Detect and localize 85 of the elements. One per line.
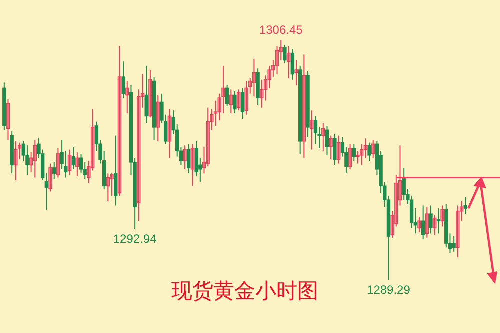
candlestick	[225, 84, 230, 107]
candlestick	[418, 216, 422, 233]
candlestick	[144, 65, 148, 124]
candlestick	[290, 48, 294, 80]
candlestick	[248, 78, 252, 94]
candlestick	[168, 108, 172, 159]
candlestick	[6, 98, 10, 140]
text: 现货黄金小时图	[172, 279, 318, 303]
candlestick	[456, 205, 460, 258]
candlestick	[218, 93, 222, 121]
candlestick	[229, 89, 233, 114]
candlestick	[29, 152, 34, 173]
candlestick	[114, 135, 118, 206]
candlestick	[336, 135, 341, 164]
candlestick	[425, 206, 430, 238]
candlestick	[272, 60, 276, 78]
candlestick	[322, 122, 326, 152]
candlestick	[356, 150, 360, 164]
candlestick	[329, 135, 333, 160]
candlestick	[372, 140, 376, 159]
candlestick	[156, 94, 160, 142]
candlestick	[33, 140, 37, 178]
candlestick	[137, 89, 141, 222]
candlestick	[283, 44, 287, 64]
candlestick	[148, 70, 152, 118]
candlestick	[87, 160, 91, 184]
candlestick	[310, 110, 314, 150]
candlestick	[90, 108, 95, 172]
candlestick	[233, 90, 237, 114]
candlestick	[110, 173, 114, 196]
candlestick	[183, 145, 187, 170]
candlestick	[122, 61, 126, 99]
candlestick	[302, 54, 306, 159]
candlestick	[187, 144, 191, 174]
candlestick	[48, 163, 52, 192]
candlestick	[244, 80, 248, 116]
candlestick	[76, 152, 80, 177]
candlestick	[56, 148, 60, 178]
candlestick	[210, 108, 214, 131]
candlestick	[72, 146, 76, 170]
candlestick	[26, 145, 30, 176]
candlestick	[368, 142, 372, 162]
candlestick	[314, 116, 318, 145]
candlestick	[279, 40, 283, 61]
candlestick	[264, 75, 268, 102]
candlestick	[275, 46, 280, 75]
candlestick	[206, 107, 210, 168]
candlestick	[268, 65, 272, 89]
candlestick	[252, 58, 256, 98]
candlestick	[18, 142, 22, 160]
candlestick	[52, 162, 56, 180]
candlestick	[421, 205, 426, 240]
candlestick	[68, 149, 72, 176]
candlestick	[460, 201, 464, 222]
candlestick	[202, 146, 206, 174]
candlestick	[436, 208, 441, 234]
candlestick	[106, 173, 110, 202]
candlestick	[260, 79, 264, 108]
candlestick	[294, 60, 298, 86]
candlestick	[364, 138, 368, 159]
annotation: 1292.94	[113, 232, 158, 246]
annotation: 1306.45	[259, 23, 304, 37]
candlestick	[360, 144, 364, 166]
candlestick	[118, 46, 122, 196]
candlestick	[190, 144, 195, 187]
candlestick	[402, 167, 406, 201]
candlestick	[14, 140, 18, 182]
candlestick	[429, 205, 433, 234]
candlestick	[464, 196, 468, 215]
candlestick	[140, 74, 145, 108]
candlestick	[333, 134, 337, 166]
candlestick	[348, 144, 352, 170]
candlestick	[433, 215, 437, 236]
candlestick	[240, 88, 245, 120]
candlestick	[286, 46, 291, 79]
candlestick	[352, 144, 356, 162]
annotation: 1289.29	[367, 283, 411, 297]
candlestick	[390, 210, 394, 238]
candlestick	[214, 100, 218, 127]
candlestick	[126, 80, 130, 114]
candlestick	[325, 126, 330, 156]
candlestick	[222, 65, 226, 114]
candlestick	[452, 236, 456, 252]
candlestick	[440, 205, 444, 228]
candlestick	[237, 89, 241, 112]
